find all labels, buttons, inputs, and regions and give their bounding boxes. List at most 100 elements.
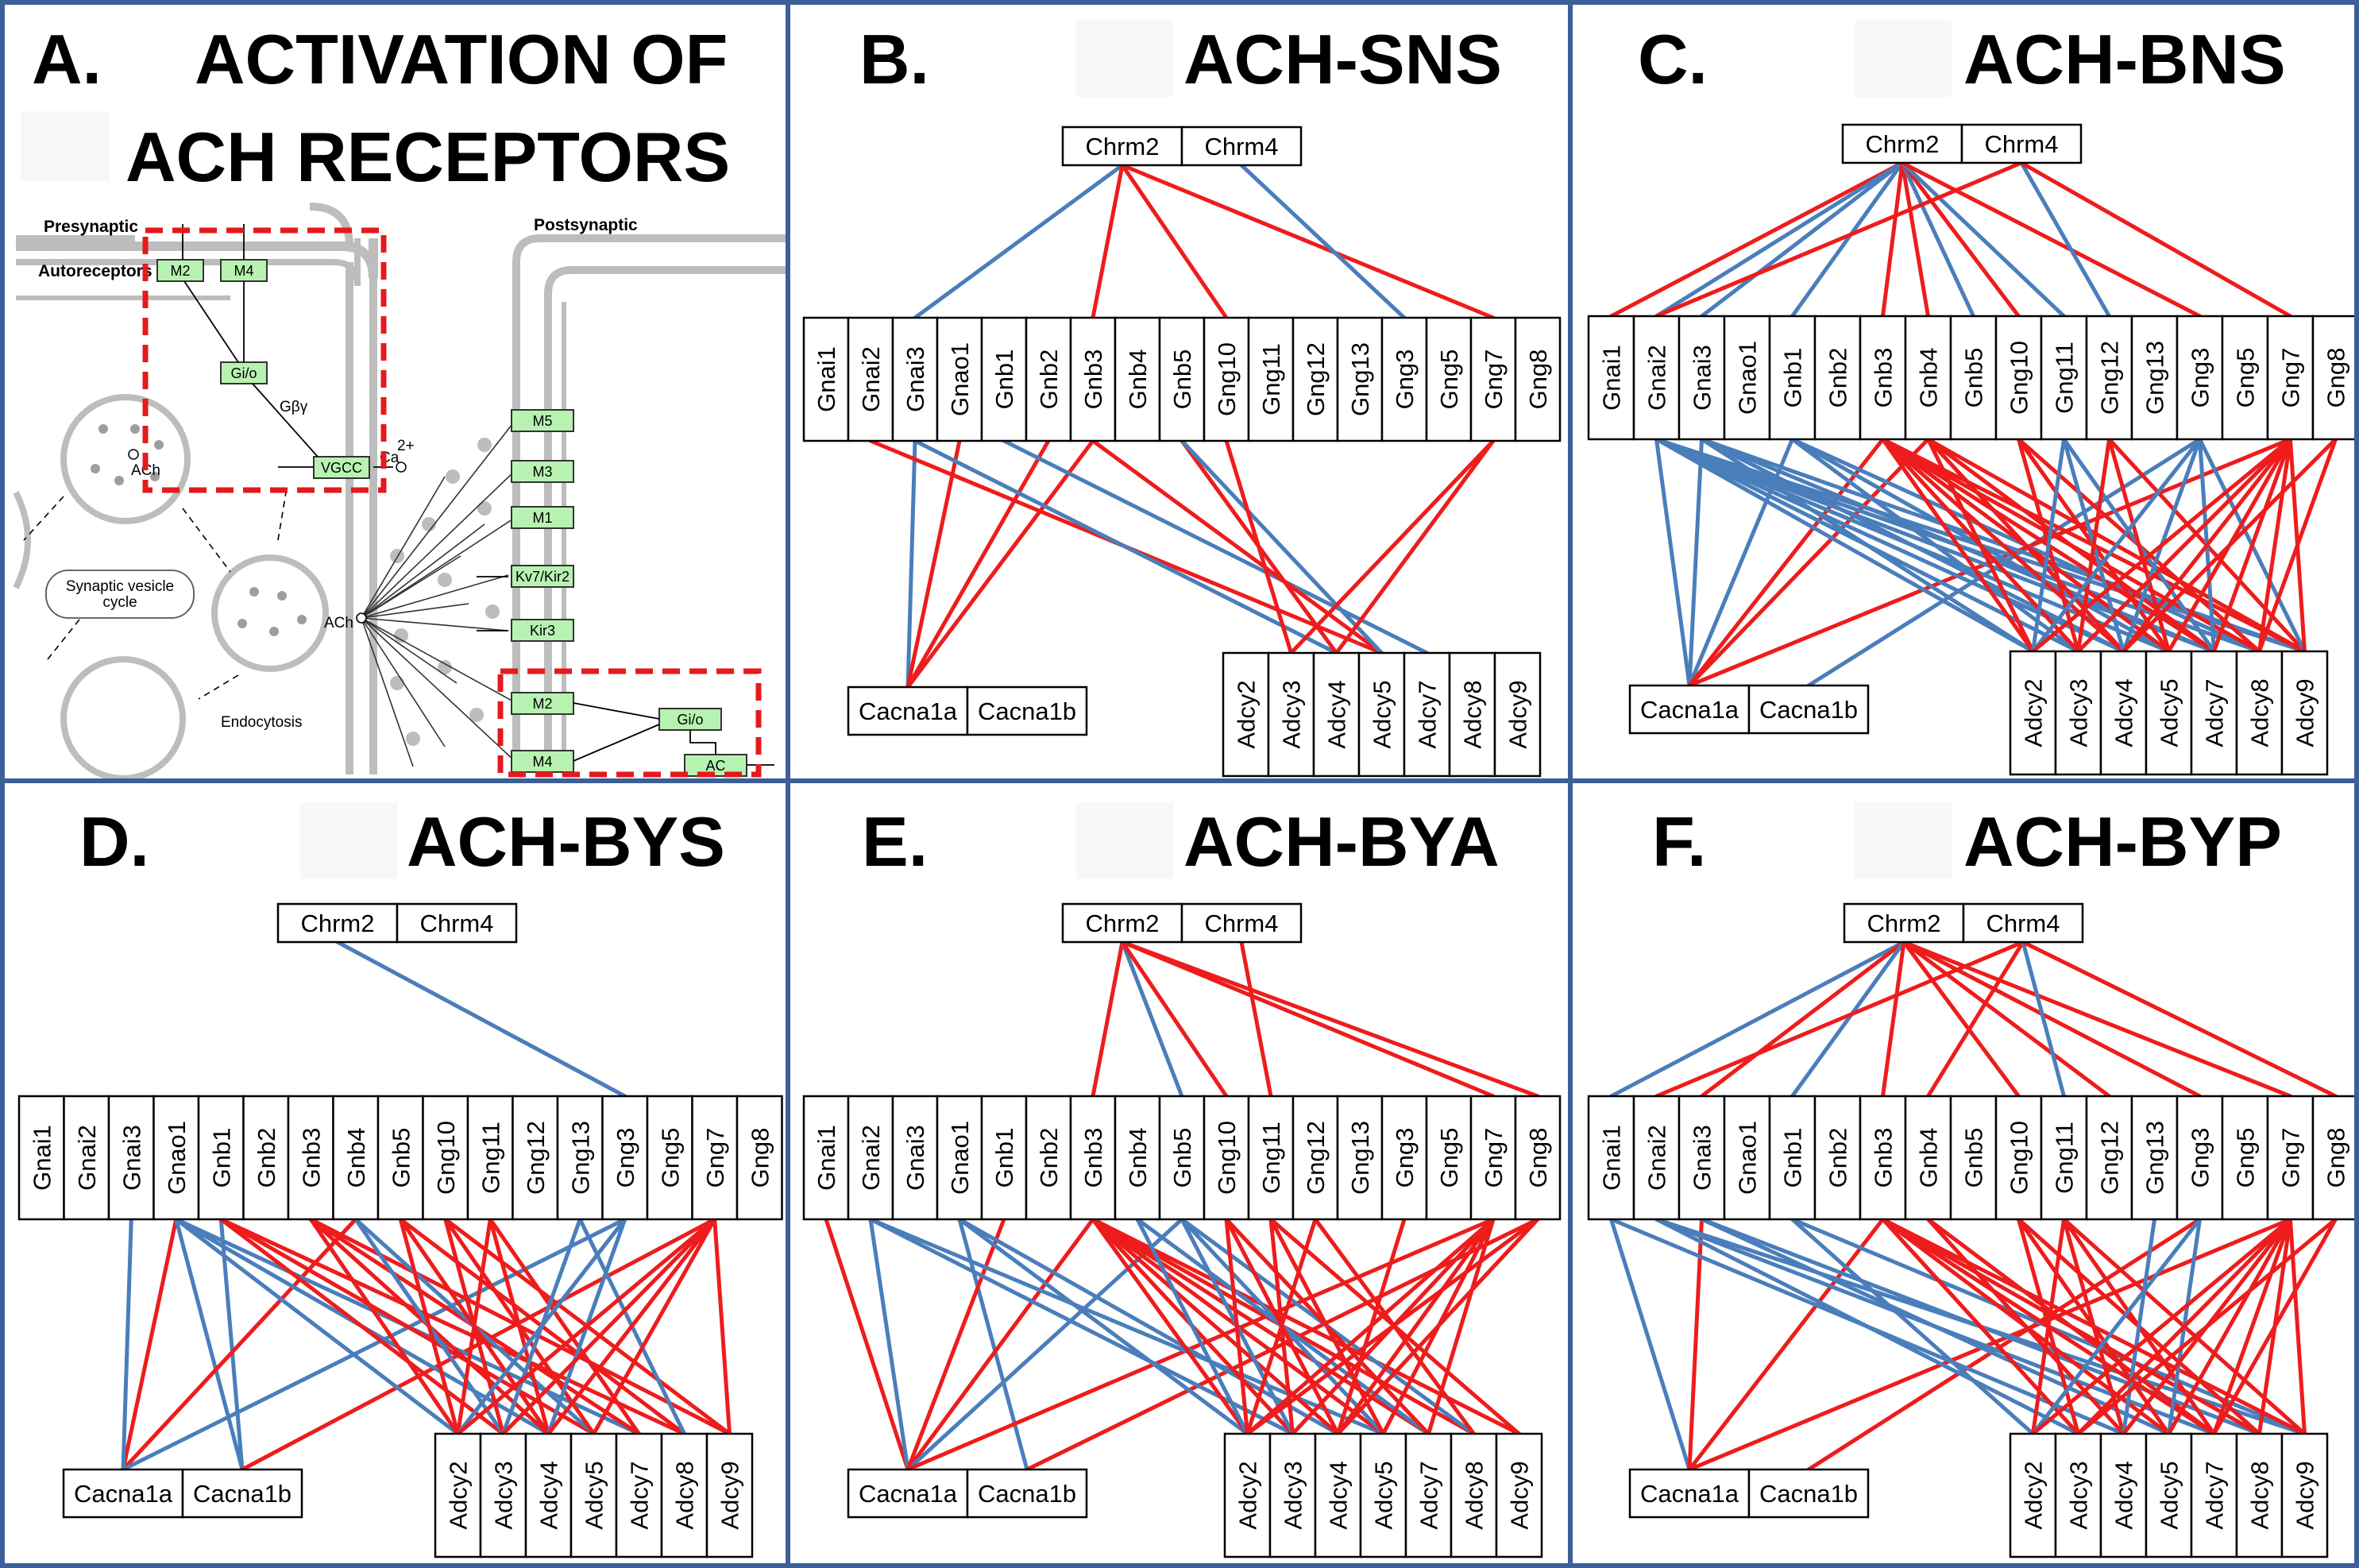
chrm-node [1960,123,2083,164]
g-cacna-edge [905,1217,1006,1472]
g-adcy-edge [2212,1217,2292,1436]
chrm-g-edge [1120,163,1496,320]
g-protein-label: Gnai3 [1689,1125,1716,1191]
chrm-g-edge [1901,940,2292,1099]
cacna-node [181,1468,303,1519]
g-protein-label: Gng12 [1302,1121,1330,1195]
adcy-node [660,1432,708,1558]
g-protein-label: Gng12 [2096,1121,2124,1195]
adcy-label: Adcy7 [626,1461,654,1529]
g-protein-label: Gnao1 [946,1121,974,1195]
adcy-label: Adcy9 [2291,678,2319,747]
g-protein-label: Gng5 [2232,1128,2260,1188]
chrm-label: Chrm4 [1984,130,2058,158]
cacna-label: Cacna1b [978,697,1076,725]
panel-a-pathway: M2 M4 Gi/o VGCC Gβγ Ca 2+ M5 M3 M1 [5,5,786,782]
chrm-g-edge [1091,940,1125,1099]
kir3-label: Kir3 [530,623,555,639]
g-protein-node [1514,316,1562,442]
g-protein-node [1469,316,1517,442]
adcy-label: Adcy4 [2110,678,2138,747]
adcy-node [1268,1432,1317,1558]
g-protein-node [936,316,983,442]
g-protein-label: Gnai3 [118,1125,145,1191]
adcy-label: Adcy9 [716,1461,744,1529]
g-protein-node [1949,1095,1998,1221]
postsynaptic-highlight-box [497,668,762,778]
ach-particles [390,438,500,746]
chrm-node [396,902,518,944]
adcy-node [1267,651,1315,778]
chrm-node [1843,902,1965,944]
cacna-node [1747,1468,1870,1519]
g-adcy-edge [1926,437,2125,654]
g-protein-label: Gng3 [1391,1128,1419,1188]
g-adcy-edge [1002,438,1429,655]
adcy-node [2145,650,2193,776]
g-protein-node [1723,315,1771,441]
chrm-label: Chrm2 [300,910,374,937]
g-adcy-edge [2031,1217,2292,1436]
g-protein-node [1425,1095,1473,1221]
presynaptic-highlight-box [142,227,387,493]
g-protein-label: Gnb1 [990,1128,1018,1188]
g-protein-node [1069,316,1117,442]
adcy-label: Adcy2 [445,1461,473,1529]
g-protein-node [1994,315,2043,441]
g-protein-label: Gnai2 [857,1125,885,1191]
g-protein-node [332,1095,380,1221]
g-cacna-edge [1806,1217,2202,1472]
cacna-label: Cacna1b [978,1480,1076,1508]
g-protein-label: Gnb3 [297,1128,325,1188]
cacna-node [1628,684,1751,735]
gene-nodes: Chrm2 Chrm4 Gnai1 Gnai2 Gnai3 Gnao1 Gnb1 Gnb2 Gn… [17,902,783,1558]
adcy-node [1314,1432,1362,1558]
adcy-label: Adcy4 [535,1461,563,1529]
gene-nodes: Chrm2 Chrm4 Gnai1 Gnai2 Gnai3 Gnao1 Gnb1 Gnb2 Gn… [1587,902,2359,1558]
g-adcy-edge [2076,1217,2292,1436]
chrm-g-edge [913,163,1125,320]
g-cacna-edges [121,1217,717,1472]
g-protein-node [802,316,850,442]
cacna-label: Cacna1a [1640,1480,1739,1508]
g-adcy-edge [1336,1217,1540,1436]
adcy-label: Adcy8 [671,1461,699,1529]
g-adcy-edges [174,1217,732,1436]
g-protein-label: Gnai3 [902,1125,929,1191]
adcy-node [2054,1432,2102,1558]
g-protein-node [847,1095,894,1221]
chrm-node [1180,902,1303,944]
adcy-label: Adcy2 [1234,1461,1262,1529]
g-protein-label: Gng12 [1302,342,1330,416]
chrm-g-edge [1654,940,2025,1099]
g-protein-label: Gnb1 [990,350,1018,410]
g-adcy-edge [2212,1217,2338,1436]
title-mask [300,802,397,879]
g-protein-node [1158,1095,1206,1221]
panel-c-ach-bns: Chrm2 Chrm4 Gnai1 Gnai2 Gnai3 Gnao1 Gnb1 Gnb2 Gn… [1587,20,2359,776]
cacna-label: Cacna1a [859,697,958,725]
g-protein-label: Gnai2 [1643,1125,1671,1191]
adcy-label: Adcy7 [1415,1461,1443,1529]
g-cacna-edges [905,438,1095,689]
adcy-node [2280,650,2329,776]
synaptic-vesicle-cycle-box [45,570,195,619]
g-cacna-edge [1687,1217,1885,1472]
g-adcy-edge [1926,437,2216,654]
panel-name: ACH-BYS [407,802,725,881]
g-protein-node [1425,316,1473,442]
m2-postsynaptic-label: M2 [532,696,552,712]
chrm-g-edges [1609,160,2292,319]
g-protein-node [1203,1095,1250,1221]
g-cacna-edge [1687,437,1930,688]
g-adcy-edge [501,1217,717,1436]
g-adcy-edge [1654,1217,2080,1436]
chrm-node [1061,902,1183,944]
g-protein-node [735,1095,783,1221]
g-adcy-edge [218,1217,505,1436]
g-adcy-edge [218,1217,686,1436]
chrm-node [1061,126,1183,167]
adcy-node [1223,1432,1272,1558]
adcy-label: Adcy9 [1504,680,1532,748]
g-protein-label: Gng11 [1257,343,1285,415]
